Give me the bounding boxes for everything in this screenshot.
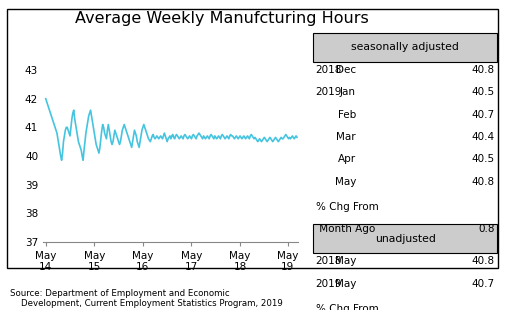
Text: 2019: 2019: [316, 279, 342, 289]
Text: 0.8: 0.8: [478, 224, 495, 234]
Text: 40.8: 40.8: [472, 256, 495, 266]
Text: Apr: Apr: [338, 154, 356, 164]
Text: 2018: 2018: [316, 256, 342, 266]
Text: 40.7: 40.7: [472, 110, 495, 120]
Text: unadjusted: unadjusted: [375, 233, 436, 244]
Text: 40.8: 40.8: [472, 65, 495, 75]
Text: May: May: [335, 177, 356, 187]
Text: 40.8: 40.8: [472, 177, 495, 187]
Text: seasonally adjusted: seasonally adjusted: [351, 42, 459, 52]
Text: Jan: Jan: [340, 87, 356, 97]
Text: Month Ago: Month Ago: [316, 224, 375, 234]
Text: 40.5: 40.5: [472, 154, 495, 164]
Text: 2018: 2018: [316, 65, 342, 75]
Text: Mar: Mar: [336, 132, 356, 142]
Text: % Chg From: % Chg From: [316, 304, 378, 310]
Text: May: May: [335, 279, 356, 289]
Text: % Chg From: % Chg From: [316, 202, 378, 212]
Text: Source: Department of Employment and Economic
    Development, Current Employmen: Source: Department of Employment and Eco…: [10, 289, 283, 308]
Text: Dec: Dec: [336, 65, 356, 75]
Text: Average Weekly Manufcturing Hours: Average Weekly Manufcturing Hours: [75, 11, 369, 26]
Text: May: May: [335, 256, 356, 266]
Text: 40.5: 40.5: [472, 87, 495, 97]
Text: 40.7: 40.7: [472, 279, 495, 289]
Text: Feb: Feb: [338, 110, 356, 120]
Text: 40.4: 40.4: [472, 132, 495, 142]
Text: 2019: 2019: [316, 87, 342, 97]
